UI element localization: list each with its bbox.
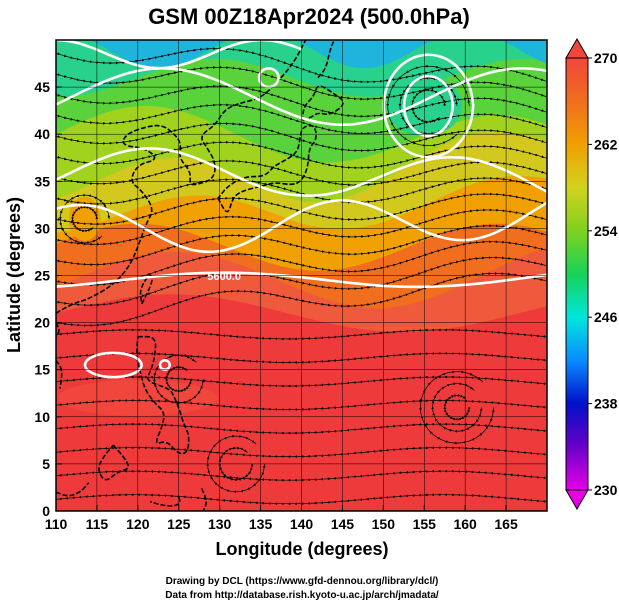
closed-height-contour: [402, 74, 455, 138]
trade-streamline: [56, 469, 547, 482]
x-tick-label: 165: [494, 516, 518, 532]
x-tick-label: 120: [126, 516, 150, 532]
plot-area: 5600.0: [56, 40, 547, 511]
trade-streamline: [56, 351, 547, 364]
colorbar-ticks: 230 238 246 254 262 270: [588, 50, 618, 498]
x-tick-label: 155: [413, 516, 437, 532]
y-axis-ticks: 0 5 10 15 20 25 30 35 40 45: [34, 79, 62, 519]
y-tick-label: 20: [34, 315, 50, 331]
height-contour: [56, 199, 547, 254]
height-contour: [56, 271, 547, 289]
credit-data: Data from http://database.rish.kyoto-u.a…: [165, 590, 439, 601]
x-tick-label: 130: [208, 516, 232, 532]
y-tick-label: 45: [34, 79, 50, 95]
y-tick-label: 40: [34, 126, 50, 142]
trade-streamline: [56, 446, 547, 459]
x-tick-label: 125: [167, 516, 191, 532]
colorbar: 230 238 246 254 262 270: [565, 38, 618, 510]
y-tick-label: 0: [42, 503, 50, 519]
y-tick-label: 5: [42, 456, 50, 472]
y-tick-label: 10: [34, 409, 50, 425]
y-tick-label: 15: [34, 362, 50, 378]
credit-drawing: Drawing by DCL (https://www.gfd-dennou.o…: [166, 576, 439, 587]
colorbar-tick-label: 230: [594, 482, 618, 498]
x-tick-label: 135: [249, 516, 273, 532]
vortex-streamline: [206, 434, 266, 494]
colorbar-min-arrow: [565, 489, 589, 510]
x-tick-label: 115: [86, 516, 109, 532]
vortex-streamline: [419, 370, 495, 445]
colorbar-tick-label: 246: [594, 309, 618, 325]
x-axis-label: Longitude (degrees): [215, 539, 388, 559]
lat-lon-grid: [56, 40, 547, 511]
height-contour: [56, 147, 547, 197]
colorbar-max-arrow: [565, 38, 589, 59]
trade-streamline: [56, 493, 547, 506]
low-vortex-streamline: [386, 64, 471, 147]
closed-height-contour: [382, 53, 475, 159]
colorbar-body: [565, 57, 589, 491]
coastline-segment: [56, 482, 90, 497]
height-contours: [56, 40, 547, 379]
trade-streamline: [56, 328, 547, 341]
colorbar-tick-label: 238: [594, 396, 618, 412]
y-tick-label: 30: [34, 220, 50, 236]
vortex-streamline: [153, 353, 205, 405]
x-tick-label: 110: [45, 516, 68, 532]
closed-height-contour: [83, 351, 144, 379]
y-tick-label: 25: [34, 268, 50, 284]
x-tick-label: 145: [331, 516, 355, 532]
coastline-segment: [135, 335, 190, 455]
x-axis-ticks: 110 115 120 125 130 135 140 145 150 155 160 165: [45, 505, 518, 532]
colorbar-tick-label: 254: [594, 223, 618, 239]
closed-height-contour: [158, 358, 171, 371]
height-contour: [56, 67, 547, 126]
contour-label: 5600.0: [207, 271, 241, 283]
x-tick-label: 160: [453, 516, 477, 532]
x-tick-label: 140: [290, 516, 314, 532]
map-title: GSM 00Z18Apr2024 (500.0hPa): [148, 4, 470, 29]
temperature-band: [90, 40, 547, 69]
y-tick-label: 35: [34, 173, 50, 189]
x-tick-label: 150: [372, 516, 396, 532]
closed-height-contour: [257, 67, 280, 89]
y-axis-label: Latitude (degrees): [4, 197, 24, 353]
colorbar-tick-label: 262: [594, 136, 618, 152]
colorbar-tick-label: 270: [594, 50, 618, 66]
